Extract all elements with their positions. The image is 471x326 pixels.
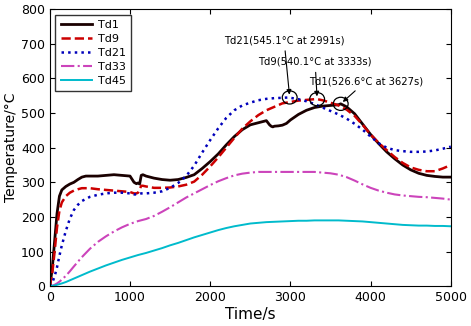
Td21 xyxy=(231,108,237,112)
Td9 xyxy=(314,97,320,101)
Td1 xyxy=(135,181,141,185)
Td21 xyxy=(287,96,292,99)
Td9 xyxy=(59,200,65,204)
Td33 xyxy=(255,170,261,174)
Td9 xyxy=(207,164,213,168)
Td9 xyxy=(392,155,398,159)
Td9 xyxy=(127,190,133,194)
Td33 xyxy=(264,170,269,174)
Td1 xyxy=(424,173,430,177)
X-axis label: Time/s: Time/s xyxy=(225,307,276,322)
Td45 xyxy=(296,219,301,223)
Td33 xyxy=(167,205,173,209)
Text: Td9(540.1°C at 3333s): Td9(540.1°C at 3333s) xyxy=(258,57,372,95)
Td45 xyxy=(49,284,55,288)
Td21 xyxy=(47,284,53,288)
Td9 xyxy=(448,163,454,167)
Td33 xyxy=(304,170,309,174)
Y-axis label: Temperature/°C: Temperature/°C xyxy=(4,93,18,202)
Text: Td21(545.1°C at 2991s): Td21(545.1°C at 2991s) xyxy=(224,35,344,94)
Td45 xyxy=(280,219,285,223)
Td1 xyxy=(223,143,229,147)
Td1 xyxy=(320,104,325,108)
Line: Td33: Td33 xyxy=(50,172,451,286)
Line: Td1: Td1 xyxy=(50,104,451,286)
Line: Td45: Td45 xyxy=(50,220,451,286)
Td33 xyxy=(47,284,53,288)
Legend: Td1, Td9, Td21, Td33, Td45: Td1, Td9, Td21, Td33, Td45 xyxy=(56,15,131,91)
Line: Td21: Td21 xyxy=(50,97,451,286)
Td33 xyxy=(352,179,357,183)
Td21 xyxy=(95,193,101,197)
Text: Td1(526.6°C at 3627s): Td1(526.6°C at 3627s) xyxy=(309,76,423,101)
Td9 xyxy=(47,284,53,288)
Td9 xyxy=(264,108,269,112)
Td45 xyxy=(47,284,53,288)
Td45 xyxy=(167,244,173,247)
Td45 xyxy=(352,219,357,223)
Td1 xyxy=(267,123,272,127)
Td21 xyxy=(392,148,398,152)
Td1 xyxy=(338,102,343,106)
Line: Td9: Td9 xyxy=(50,99,451,286)
Td21 xyxy=(111,191,117,195)
Td21 xyxy=(264,97,269,101)
Td1 xyxy=(47,284,53,288)
Td1 xyxy=(448,175,454,179)
Td33 xyxy=(49,284,55,288)
Td33 xyxy=(448,198,454,201)
Td21 xyxy=(143,191,149,195)
Td9 xyxy=(95,187,101,191)
Td21 xyxy=(448,145,454,149)
Td33 xyxy=(288,170,293,174)
Td45 xyxy=(312,218,317,222)
Td45 xyxy=(448,224,454,228)
Td45 xyxy=(255,221,261,225)
Td1 xyxy=(52,239,57,243)
